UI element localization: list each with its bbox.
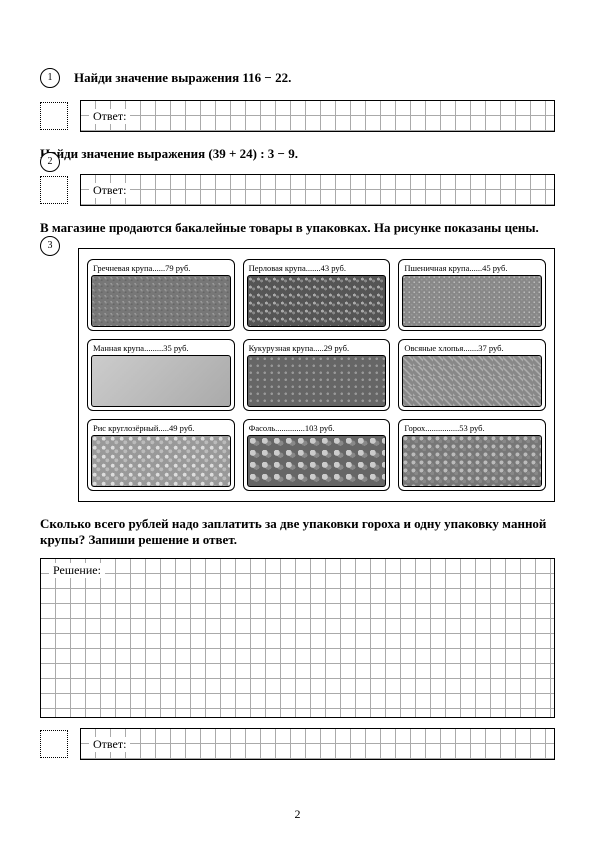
- question-text: Сколько всего рублей надо заплатить за д…: [40, 516, 555, 548]
- task2-checkbox[interactable]: [40, 176, 68, 204]
- page-number: 2: [0, 807, 595, 822]
- product-card: Манная крупа.........35 руб.: [87, 339, 235, 411]
- product-label: Овсяные хлопья.......37 руб.: [402, 343, 542, 353]
- product-image: [91, 275, 231, 327]
- task1-text: Найди значение выражения 116 − 22.: [74, 70, 555, 86]
- product-image: [402, 355, 542, 407]
- task3-text: В магазине продаются бакалейные товары в…: [40, 220, 555, 236]
- task1-checkbox[interactable]: [40, 102, 68, 130]
- product-image: [247, 435, 387, 487]
- product-card: Рис круглозёрный.....49 руб.: [87, 419, 235, 491]
- product-label: Перловая крупа.......43 руб.: [247, 263, 387, 273]
- product-card: Кукурузная крупа.....29 руб.: [243, 339, 391, 411]
- answer-label: Ответ:: [89, 109, 130, 124]
- products-panel: Гречневая крупа......79 руб. Перловая кру…: [78, 248, 555, 502]
- product-card: Горох................53 руб.: [398, 419, 546, 491]
- product-card: Перловая крупа.......43 руб.: [243, 259, 391, 331]
- product-card: Пшеничная крупа......45 руб.: [398, 259, 546, 331]
- task3-checkbox[interactable]: [40, 730, 68, 758]
- answer-label-3: Ответ:: [89, 737, 130, 752]
- product-label: Горох................53 руб.: [402, 423, 542, 433]
- product-card: Гречневая крупа......79 руб.: [87, 259, 235, 331]
- task1-answer-row: Ответ:: [40, 100, 555, 132]
- product-label: Рис круглозёрный.....49 руб.: [91, 423, 231, 433]
- task3-answer-grid[interactable]: Ответ:: [80, 728, 555, 760]
- product-label: Фасоль..............103 руб.: [247, 423, 387, 433]
- product-label: Пшеничная крупа......45 руб.: [402, 263, 542, 273]
- task3-number: 3: [40, 236, 60, 256]
- task3-answer-row: Ответ:: [40, 728, 555, 760]
- solution-grid[interactable]: Решение:: [40, 558, 555, 718]
- task1-number: 1: [40, 68, 60, 88]
- product-label: Кукурузная крупа.....29 руб.: [247, 343, 387, 353]
- answer-label-2: Ответ:: [89, 183, 130, 198]
- task2-answer-grid[interactable]: Ответ:: [80, 174, 555, 206]
- product-card: Фасоль..............103 руб.: [243, 419, 391, 491]
- task1-answer-grid[interactable]: Ответ:: [80, 100, 555, 132]
- product-card: Овсяные хлопья.......37 руб.: [398, 339, 546, 411]
- product-image: [91, 355, 231, 407]
- product-image: [402, 435, 542, 487]
- product-image: [247, 275, 387, 327]
- product-image: [247, 355, 387, 407]
- product-image: [402, 275, 542, 327]
- task2-text: Найди значение выражения (39 + 24) : 3 −…: [40, 146, 555, 162]
- task2-number: 2: [40, 152, 60, 172]
- product-label: Манная крупа.........35 руб.: [91, 343, 231, 353]
- product-label: Гречневая крупа......79 руб.: [91, 263, 231, 273]
- solution-label: Решение:: [49, 563, 105, 578]
- product-image: [91, 435, 231, 487]
- task2-answer-row: Ответ:: [40, 174, 555, 206]
